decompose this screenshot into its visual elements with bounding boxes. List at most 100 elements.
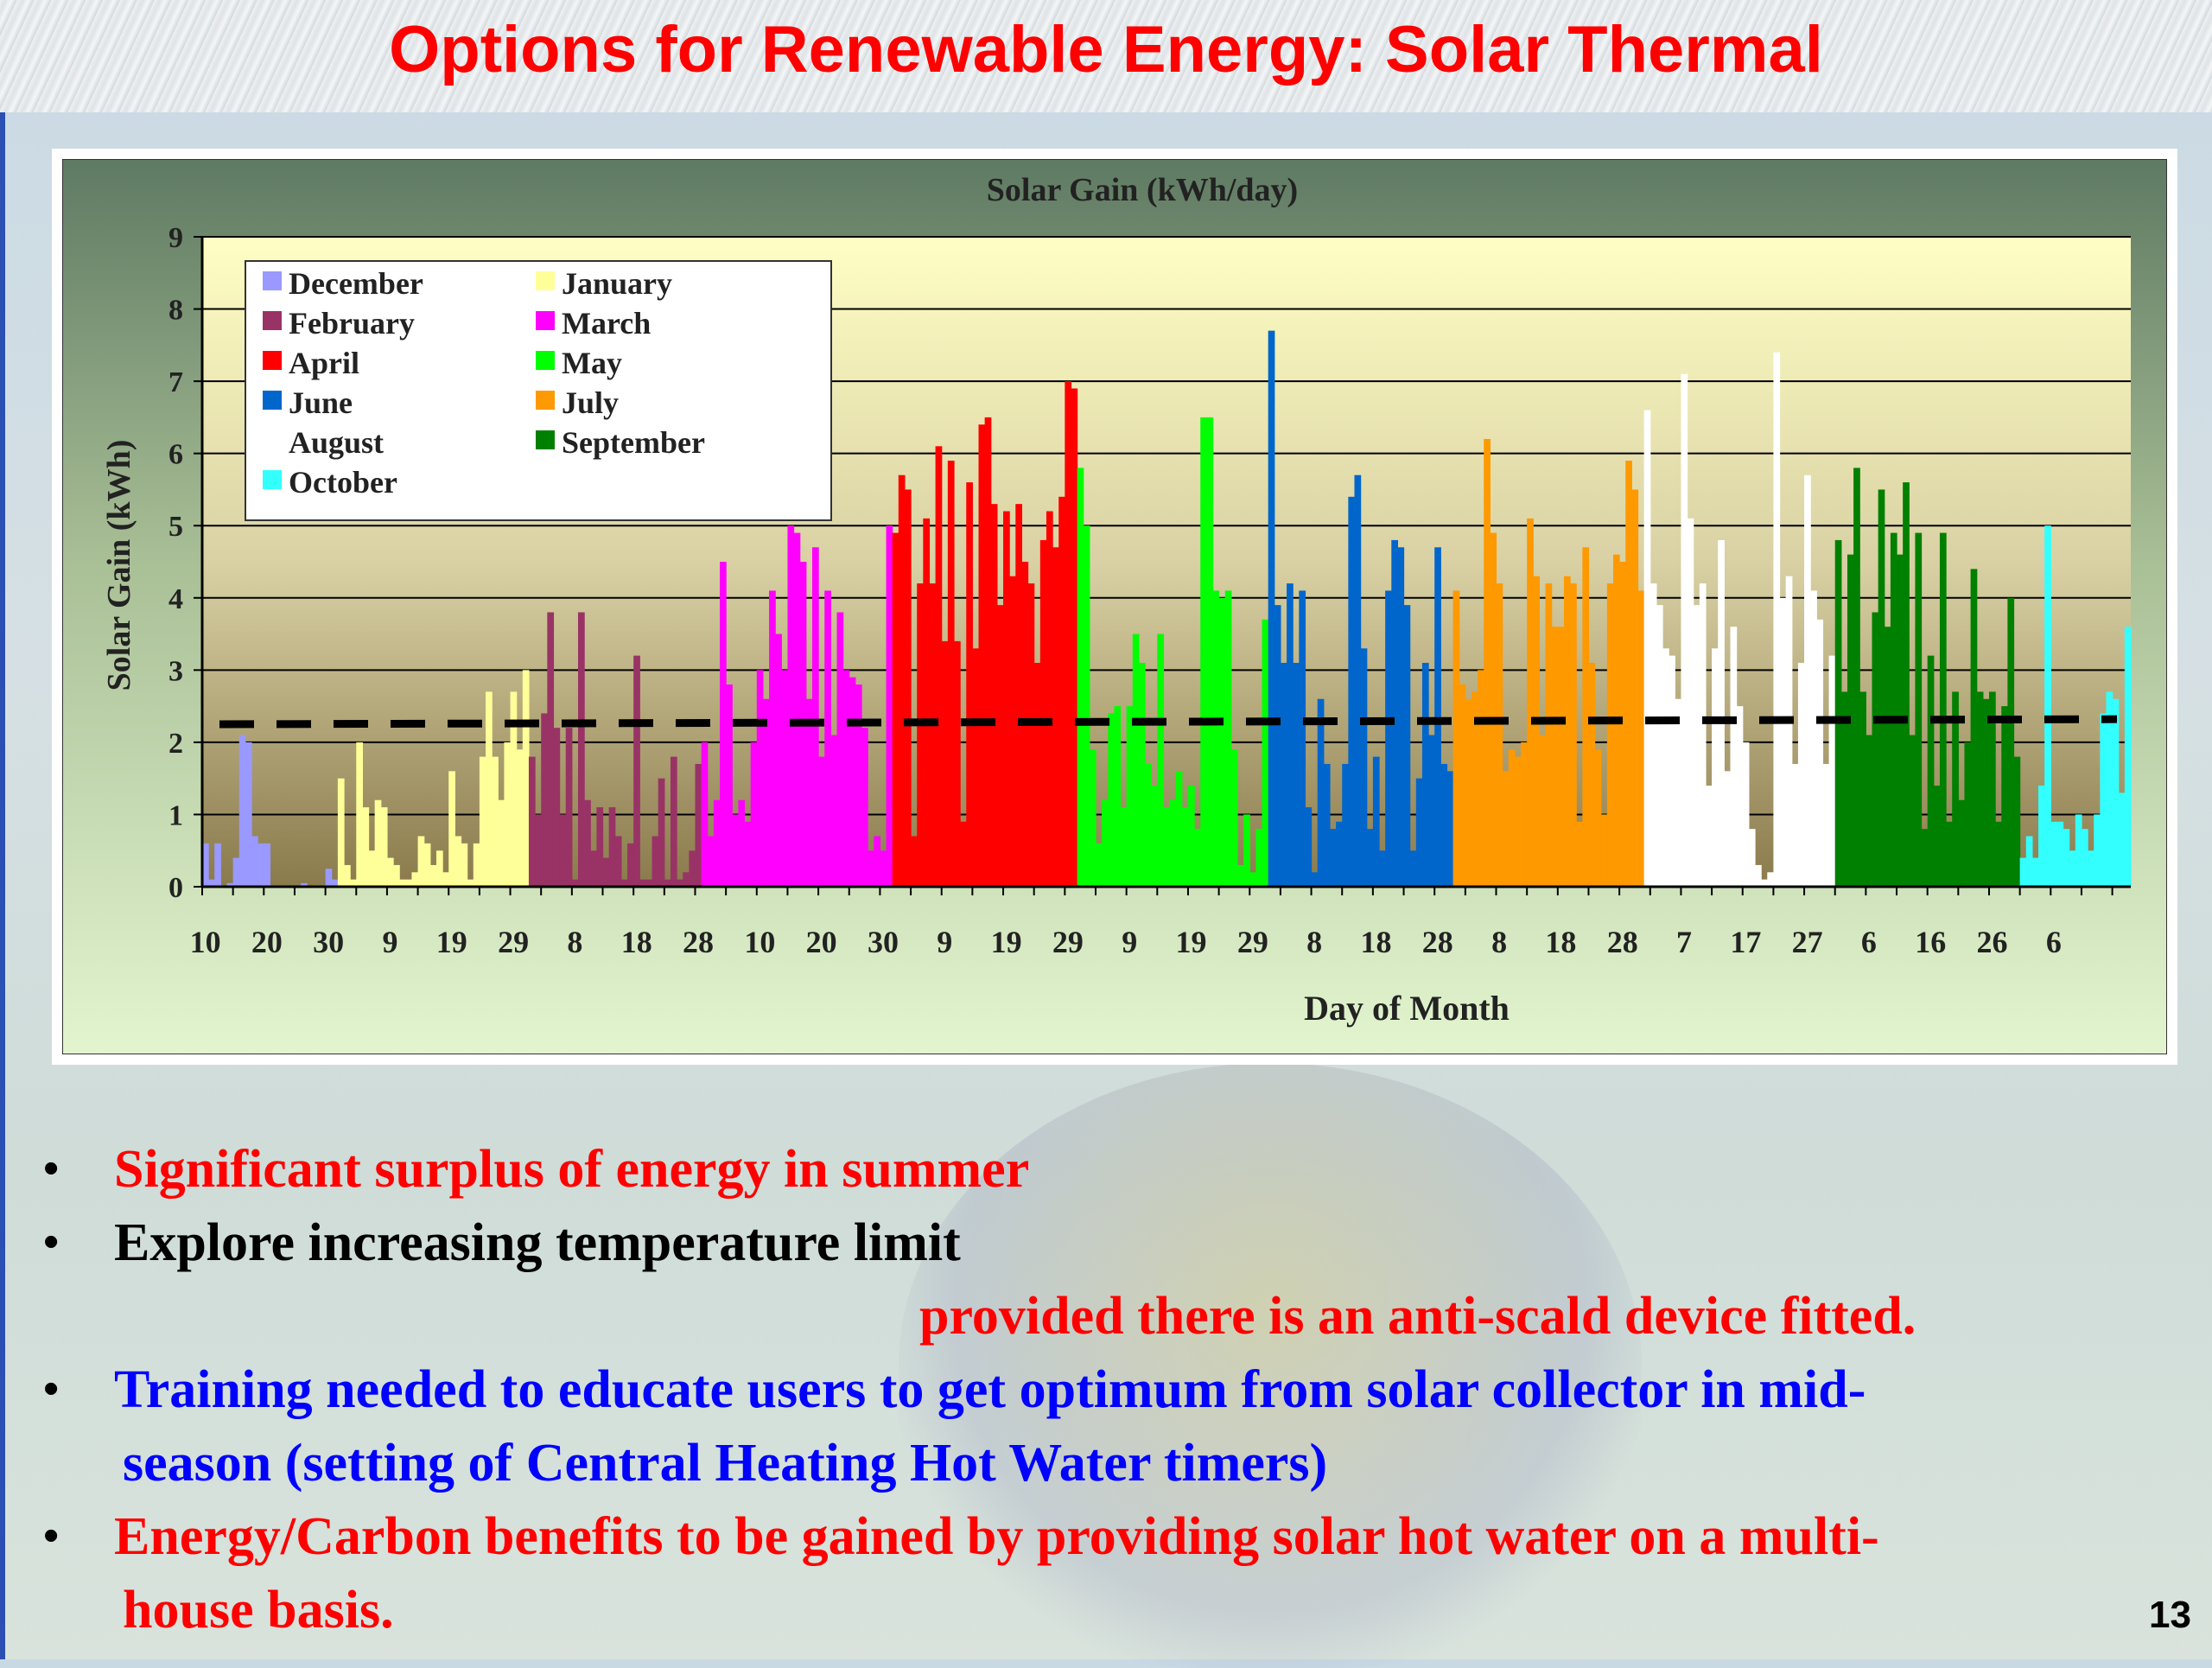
x-tick-label: 9 — [937, 925, 952, 959]
bar-january — [337, 778, 345, 887]
bar-february — [645, 879, 653, 887]
bar-january — [504, 742, 512, 887]
y-tick-label: 0 — [168, 872, 183, 904]
bar-august — [1779, 597, 1787, 887]
bar-september — [1939, 532, 1947, 887]
bar-march — [811, 547, 819, 887]
bar-august — [1828, 655, 1836, 887]
bar-january — [473, 843, 480, 887]
bar-august — [1730, 627, 1738, 887]
bar-april — [917, 583, 924, 887]
left-accent-bar — [0, 0, 5, 1659]
y-axis-label: Solar Gain (kWh) — [101, 440, 137, 691]
bullet-text: Significant surplus of energy in summer — [114, 1140, 1030, 1199]
x-tick-label: 17 — [1730, 925, 1761, 959]
bar-may — [1169, 799, 1177, 887]
bar-august — [1748, 829, 1756, 887]
x-tick-label: 20 — [251, 925, 283, 959]
bar-june — [1446, 771, 1454, 887]
bar-june — [1379, 850, 1386, 887]
bar-july — [1452, 590, 1460, 887]
bar-february — [658, 778, 665, 887]
bar-may — [1255, 829, 1263, 887]
average-line — [219, 715, 2118, 729]
bar-july — [1527, 518, 1534, 887]
x-tick-label: 8 — [567, 925, 582, 959]
bar-january — [380, 807, 388, 887]
bar-may — [1237, 864, 1244, 887]
bar-march — [842, 670, 850, 887]
bar-march — [818, 756, 825, 887]
bar-may — [1181, 807, 1189, 887]
bar-june — [1428, 735, 1435, 887]
bar-february — [547, 612, 555, 887]
bar-october — [2106, 691, 2113, 887]
bar-august — [1687, 518, 1694, 887]
bar-september — [2001, 706, 2008, 887]
legend-label-march: March — [562, 306, 651, 341]
bar-august — [1649, 583, 1657, 887]
bar-february — [584, 799, 591, 887]
bar-july — [1539, 735, 1547, 887]
bar-march — [886, 525, 893, 887]
bar-april — [1046, 511, 1053, 887]
bar-october — [2118, 793, 2126, 887]
bar-october — [2031, 857, 2039, 887]
bar-june — [1415, 778, 1423, 887]
legend-label-august: August — [289, 425, 384, 460]
bar-march — [713, 799, 721, 887]
bar-january — [429, 864, 437, 887]
bar-june — [1403, 605, 1411, 887]
bar-may — [1151, 786, 1158, 887]
bar-august — [1693, 605, 1700, 887]
bar-july — [1631, 489, 1639, 887]
bar-october — [2088, 850, 2094, 887]
bar-february — [620, 879, 628, 887]
bar-june — [1366, 829, 1374, 887]
bar-april — [972, 648, 980, 887]
bar-august — [1662, 648, 1669, 887]
bar-may — [1230, 749, 1238, 887]
bar-april — [978, 424, 986, 887]
y-tick-label: 6 — [168, 439, 183, 471]
bar-july — [1557, 627, 1565, 887]
bar-july — [1594, 749, 1602, 887]
bar-july — [1484, 438, 1491, 887]
bar-march — [762, 698, 770, 887]
bar-april — [966, 482, 973, 887]
bar-february — [670, 756, 677, 887]
bar-august — [1804, 474, 1811, 887]
bar-june — [1434, 547, 1441, 887]
bar-july — [1478, 670, 1484, 887]
bar-june — [1372, 756, 1380, 887]
bar-may — [1083, 525, 1090, 887]
bar-december — [301, 882, 308, 887]
bar-january — [486, 691, 493, 887]
bar-december — [257, 843, 264, 887]
bar-december — [245, 742, 252, 887]
bar-august — [1761, 879, 1768, 887]
bar-july — [1459, 684, 1466, 887]
x-tick-label: 18 — [1545, 925, 1576, 959]
bar-march — [874, 836, 881, 887]
bar-august — [1643, 410, 1651, 887]
legend-swatch-september — [536, 430, 555, 449]
bar-january — [454, 836, 462, 887]
bar-march — [750, 742, 758, 887]
bar-february — [664, 879, 671, 887]
bar-march — [726, 684, 733, 887]
legend-label-february: February — [289, 306, 415, 341]
bar-october — [2112, 698, 2120, 887]
bar-august — [1681, 373, 1688, 887]
bar-february — [639, 879, 647, 887]
bar-september — [1878, 489, 1885, 887]
bar-june — [1305, 807, 1313, 887]
bar-september — [1933, 786, 1941, 887]
bar-october — [2025, 836, 2033, 887]
bar-june — [1293, 662, 1300, 887]
legend-swatch-october — [263, 470, 282, 489]
x-tick-label: 18 — [621, 925, 652, 959]
bar-july — [1606, 583, 1614, 887]
y-tick-label: 3 — [168, 655, 183, 687]
bar-september — [1903, 482, 1910, 887]
